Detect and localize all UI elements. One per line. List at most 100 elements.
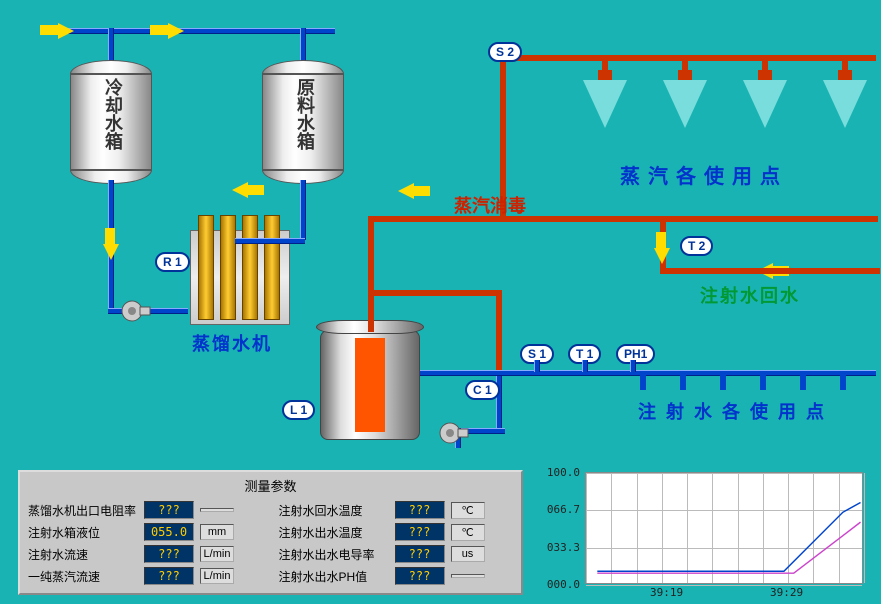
panel-row: 注射水出水PH值??? — [271, 565, 522, 587]
spray-head — [580, 70, 630, 130]
panel-row: 注射水回水温度??? ℃ — [271, 499, 522, 521]
chart-ytick: 000.0 — [540, 578, 580, 591]
chart-xtick: 39:29 — [770, 586, 803, 599]
distiller — [190, 230, 290, 325]
flow-arrow — [654, 248, 670, 264]
flow-arrow — [105, 228, 115, 244]
pipe-steam — [500, 55, 876, 61]
panel-title: 测量参数 — [20, 472, 521, 499]
panel-row-unit — [200, 508, 234, 512]
tap — [840, 372, 846, 390]
panel-row-label: 注射水出水温度 — [279, 524, 389, 541]
flow-arrow — [232, 182, 248, 198]
pipe — [582, 360, 588, 372]
chart-lines — [586, 473, 862, 583]
panel-row: 注射水流速??? L/min — [20, 543, 271, 565]
steam-points-label: 蒸汽各使用点 — [620, 160, 788, 189]
flow-arrow — [58, 23, 74, 39]
panel-row-label: 注射水出水电导率 — [279, 546, 389, 563]
cooling-tank: 冷却水箱 — [70, 60, 152, 180]
pump-icon — [120, 298, 152, 324]
flow-arrow — [103, 244, 119, 260]
pipe — [496, 370, 502, 430]
storage-tank — [320, 330, 420, 440]
panel-row-label: 一纯蒸汽流速 — [28, 568, 138, 585]
pipe — [496, 370, 876, 376]
pipe — [235, 238, 305, 244]
sensor-s2: S 2 — [488, 42, 522, 62]
flow-arrow — [398, 183, 414, 199]
panel-row-label: 注射水流速 — [28, 546, 138, 563]
panel-row-label: 注射水出水PH值 — [279, 568, 389, 585]
panel-row: 注射水出水温度??? ℃ — [271, 521, 522, 543]
sensor-t2: T 2 — [680, 236, 713, 256]
pump-icon — [438, 420, 470, 446]
raw-tank: 原料水箱 — [262, 60, 344, 180]
cooling-tank-label: 冷却水箱 — [100, 78, 126, 150]
distiller-label: 蒸馏水机 — [192, 330, 272, 356]
chart-ytick: 066.7 — [540, 503, 580, 516]
panel-row-value: ??? — [144, 567, 194, 585]
panel-row: 一纯蒸汽流速??? L/min — [20, 565, 271, 587]
steam-disinfect-label: 蒸汽消毒 — [454, 192, 526, 218]
pipe-steam — [496, 290, 502, 370]
spray-head — [660, 70, 710, 130]
panel-row-value: ??? — [395, 567, 445, 585]
pipe-top — [55, 28, 335, 34]
measurement-panel: 测量参数 蒸馏水机出口电阻率??? 注射水箱液位 055.0 mm 注射水流速??? L/… — [18, 470, 523, 595]
chart-xtick: 39:19 — [650, 586, 683, 599]
flow-arrow — [248, 185, 264, 195]
panel-row-value: ??? — [395, 545, 445, 563]
panel-row-value: ??? — [144, 545, 194, 563]
flow-arrow — [150, 25, 168, 35]
sensor-c1: C 1 — [465, 380, 500, 400]
panel-row-value: ??? — [395, 501, 445, 519]
panel-row-unit: mm — [200, 524, 234, 540]
pipe-steam — [842, 55, 848, 73]
trend-chart — [585, 472, 863, 584]
panel-row: 蒸馏水机出口电阻率??? — [20, 499, 271, 521]
pipe — [300, 180, 306, 240]
panel-row-unit — [451, 574, 485, 578]
tap — [680, 372, 686, 390]
inject-points-label: 注射水各使用点 — [638, 398, 834, 424]
pipe — [420, 370, 500, 376]
panel-row-unit: L/min — [200, 546, 234, 562]
inject-return-label: 注射水回水 — [700, 282, 800, 308]
pipe-steam — [368, 216, 374, 332]
flow-arrow — [656, 232, 666, 248]
pipe-steam — [682, 55, 688, 73]
pipe-steam — [370, 290, 500, 296]
flow-arrow — [40, 25, 58, 35]
scada-canvas: 冷却水箱 原料水箱 R 1 蒸馏水机 L 1 — [0, 0, 881, 604]
panel-row-unit: L/min — [200, 568, 234, 584]
spray-head — [740, 70, 790, 130]
tap — [800, 372, 806, 390]
tap — [760, 372, 766, 390]
panel-row: 注射水出水电导率??? us — [271, 543, 522, 565]
tap — [640, 372, 646, 390]
pipe — [534, 360, 540, 372]
pipe-steam — [368, 216, 878, 222]
tap — [720, 372, 726, 390]
panel-row-unit: us — [451, 546, 485, 562]
pipe — [630, 360, 636, 372]
panel-row: 注射水箱液位 055.0 mm — [20, 521, 271, 543]
spray-head — [820, 70, 870, 130]
panel-row-value: ??? — [395, 523, 445, 541]
flow-arrow — [414, 186, 430, 196]
panel-row-label: 注射水箱液位 — [28, 524, 138, 541]
panel-row-unit: ℃ — [451, 502, 485, 519]
pipe-steam — [762, 55, 768, 73]
chart-ytick: 033.3 — [540, 541, 580, 554]
panel-row-label: 注射水回水温度 — [279, 502, 389, 519]
sensor-l1: L 1 — [282, 400, 315, 420]
panel-row-unit: ℃ — [451, 524, 485, 541]
panel-row-value: ??? — [144, 501, 194, 519]
flow-arrow — [168, 23, 184, 39]
sensor-r1: R 1 — [155, 252, 190, 272]
panel-row-value: 055.0 — [144, 523, 194, 541]
panel-row-label: 蒸馏水机出口电阻率 — [28, 502, 138, 519]
pipe-return — [660, 268, 880, 274]
pipe-steam — [602, 55, 608, 73]
